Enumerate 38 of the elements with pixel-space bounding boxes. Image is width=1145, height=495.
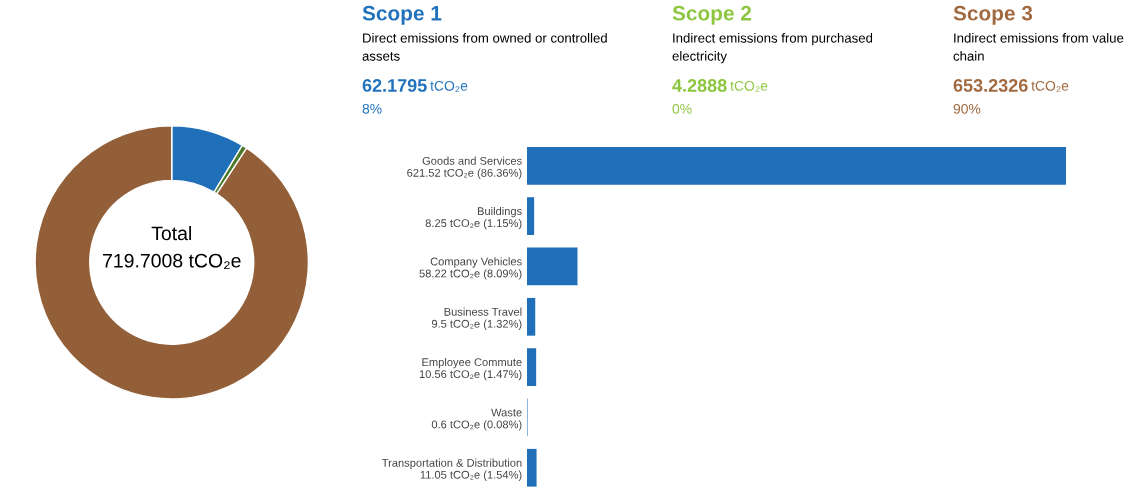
data-label: 0.6 tCO₂e (0.08%) (431, 420, 522, 431)
text: Direct emissions from owned or controlled assets (362, 33, 607, 61)
y-tick-label: Buildings (477, 206, 522, 218)
bar (527, 197, 535, 236)
y-tick-label: Employee Commute (422, 357, 522, 369)
text: 8% (362, 103, 382, 114)
text: 0% (672, 103, 692, 114)
text: Scope 3 (953, 5, 1033, 25)
bar (527, 297, 536, 336)
y-tick-label: Goods and Services (422, 156, 522, 165)
data-label: 11.05 tCO₂e (1.54%) (420, 470, 522, 481)
y-tick-label: Business Travel (444, 307, 522, 316)
bar (527, 247, 578, 286)
text: Indirect emissions from value chain (953, 33, 1124, 61)
text: Indirect emissions from purchased electricity (672, 33, 873, 64)
data-label: 10.56 tCO₂e (1.47%) (419, 369, 522, 381)
text: Scope 1 (362, 5, 442, 25)
text: 653.2326 (953, 79, 1028, 92)
text: Total (151, 225, 191, 241)
bar (527, 448, 537, 487)
data-label: 621.52 tCO₂e (86.36%) (407, 168, 522, 179)
data-label: 8.25 tCO₂e (1.15%) (425, 218, 522, 230)
data-label: 9.5 tCO₂e (1.32%) (431, 319, 522, 330)
text: 90% (953, 103, 981, 114)
y-tick-label: Transportation & Distribution (382, 458, 522, 469)
text: 719.7008 tCO₂e (103, 253, 241, 270)
donut-slice (34, 125, 310, 400)
text: 4.2888 (672, 79, 727, 92)
bar (527, 146, 1066, 185)
bar (527, 348, 537, 386)
data-label: 58.22 tCO₂e (8.09%) (419, 269, 522, 280)
y-tick-label: Company Vehicles (430, 257, 522, 268)
y-tick-label: Waste (491, 408, 522, 417)
text: tCO₂e (1031, 80, 1069, 92)
text: Scope 2 (672, 5, 752, 25)
text: tCO₂e (430, 80, 468, 92)
text: tCO₂e (730, 80, 768, 92)
text: 62.1795 (362, 79, 427, 92)
